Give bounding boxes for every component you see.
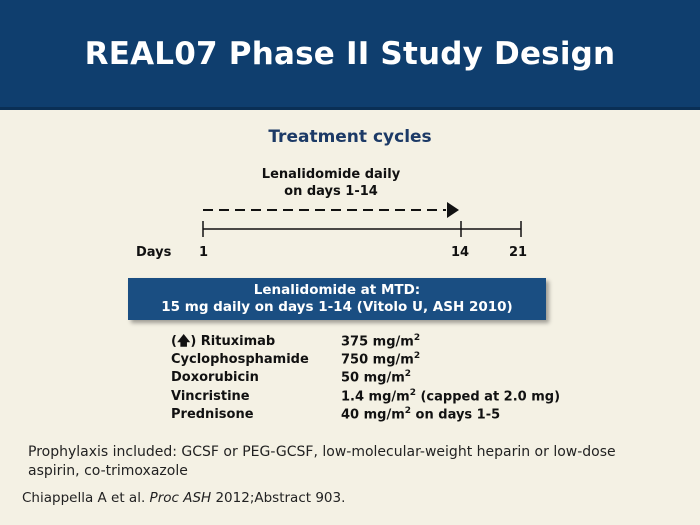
- drug-name: Doxorubicin: [171, 370, 259, 386]
- tick-label-21: 21: [509, 245, 528, 260]
- drug-name: Prednisone: [171, 407, 254, 423]
- drug-dose: 375 mg/m2: [341, 332, 421, 349]
- lenalidomide-daily-label: Lenalidomide daily on days 1-14: [255, 166, 407, 200]
- title-banner: REAL07 Phase II Study Design: [0, 0, 700, 110]
- up-arrow-icon: 🡅: [176, 334, 191, 349]
- mtd-line-1: Lenalidomide at MTD:: [253, 282, 421, 298]
- dosing-arrowhead: [447, 202, 459, 218]
- drug-name: Vincristine: [171, 388, 250, 404]
- drug-name: Cyclophosphamide: [171, 351, 309, 367]
- days-axis-label: Days: [136, 245, 172, 260]
- mtd-line-2: 15 mg daily on days 1-14 (Vitolo U, ASH …: [161, 299, 513, 315]
- regimen-list: (🡅) Rituximab 375 mg/m2 Cyclophosphamide 7…: [171, 332, 560, 425]
- prophylaxis-note: Prophylaxis included: GCSF or PEG-GCSF, …: [28, 444, 616, 479]
- drug-name: (🡅) Rituximab: [171, 334, 276, 349]
- section-subtitle: Treatment cycles: [268, 127, 432, 147]
- regimen-row: (🡅) Rituximab 375 mg/m2: [171, 332, 560, 351]
- regimen-row: Doxorubicin 50 mg/m2: [171, 369, 560, 388]
- citation-journal: Proc ASH: [149, 490, 212, 506]
- regimen-row: Cyclophosphamide 750 mg/m2: [171, 351, 560, 370]
- regimen-row: Prednisone 40 mg/m2 on days 1-5: [171, 406, 560, 425]
- citation: Chiappella A et al. Proc ASH 2012;Abstra…: [22, 490, 346, 506]
- lenalidomide-label-line1: Lenalidomide daily: [261, 167, 401, 182]
- tick-label-1: 1: [199, 245, 209, 260]
- tick-label-14: 14: [451, 245, 470, 260]
- drug-dose: 40 mg/m2 on days 1-5: [341, 406, 501, 423]
- drug-dose: 50 mg/m2: [341, 369, 412, 386]
- drug-dose: 750 mg/m2: [341, 350, 421, 367]
- mtd-callout-box: Lenalidomide at MTD: 15 mg daily on days…: [128, 278, 546, 320]
- regimen-row: Vincristine 1.4 mg/m2 (capped at 2.0 mg): [171, 388, 560, 407]
- lenalidomide-label-line2: on days 1-14: [284, 184, 378, 199]
- page-title: REAL07 Phase II Study Design: [84, 36, 616, 72]
- drug-dose: 1.4 mg/m2 (capped at 2.0 mg): [341, 387, 561, 404]
